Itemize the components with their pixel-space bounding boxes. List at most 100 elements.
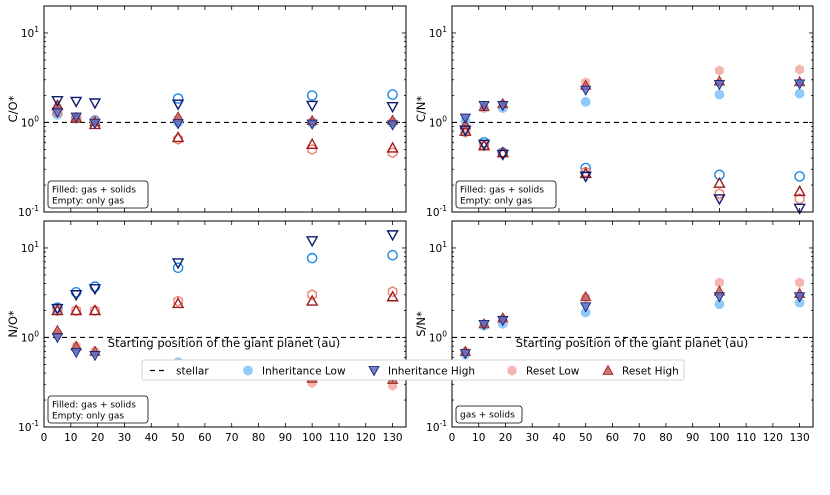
inh-high-empty-point [51,303,64,316]
inh-high-empty-point [386,102,399,114]
y-tick-label: 10-1 [18,419,39,434]
inh-high-filled-point [713,80,726,91]
inh-low-empty-point [794,171,805,182]
reset-low-filled-point [714,65,724,76]
annotation-box [47,180,149,209]
inh-high-filled-point [386,120,399,131]
inh-high-empty-point [496,149,509,161]
x-tick-label: 100 [709,432,729,444]
inh-high-empty-point [69,96,83,108]
inh-high-filled-point [793,79,806,90]
legend-item-inheritance-high: Inheritance High [368,366,475,378]
legend-item-reset-low: Reset Low [507,365,580,378]
x-tick-label: 20 [91,432,104,444]
x-tick-label: 80 [252,432,265,444]
x-tick-label: 110 [329,432,349,444]
legend-item-reset-high: Reset High [602,364,679,378]
x-tick-label: 120 [763,432,783,444]
inh-high-empty-point [305,100,319,112]
annotation-box [47,395,149,424]
x-tick-label: 30 [118,432,131,444]
legend-inh-high-symbol [368,366,380,377]
plot-frame [43,5,407,213]
annotation-box [455,405,523,424]
reset-high-empty-point [386,290,399,302]
x-tick-label: 130 [790,432,810,444]
legend-inheritance-low-label: Inheritance Low [262,366,346,378]
panel-top-right: 10-1 100 101 C/N* Filled: gas + solidsEmpty:… [414,5,814,219]
legend-item-stellar: stellar [150,366,209,378]
inh-high-filled-point [459,349,472,360]
reset-high-empty-point [496,146,509,158]
y-tick-label: 101 [21,25,39,40]
legend-inh-low-symbol [243,365,253,376]
reset-low-empty-point [387,286,398,298]
annotation-text: Empty: only gas [52,197,124,207]
inh-high-empty-point [459,125,472,137]
annotation-box [455,180,557,209]
reset-high-empty-point [305,294,319,306]
x-tick-label: 30 [526,432,539,444]
reset-low-empty-point [52,304,63,317]
x-tick-label: 10 [64,432,77,444]
y-tick-label: 10-1 [426,204,447,219]
legend: stellar Inheritance Low Inheritance High… [141,359,685,381]
x-tick-label: 120 [356,432,376,444]
inh-low-empty-point [306,90,318,101]
x-tick-label: 70 [632,432,645,444]
plot-frame [451,220,814,428]
inh-high-empty-point [171,258,185,270]
legend-reset-high-label: Reset High [622,366,679,378]
inh-low-empty-point [306,252,318,264]
reset-high-empty-point [713,176,726,188]
inh-low-empty-point [172,262,184,274]
reset-low-empty-point [173,133,183,145]
inh-low-empty-point [387,89,398,100]
x-axis-label-left: Starting position of the giant planet (a… [108,336,340,350]
inh-high-filled-point [89,351,101,362]
legend-frame [141,359,685,381]
y-axis-label: N/O* [6,310,20,338]
reset-high-empty-point [171,131,185,143]
x-tick-label: 40 [552,432,565,444]
legend-reset-low-symbol [507,365,517,376]
x-tick-label: 0 [449,432,456,444]
reset-low-filled-point [795,277,805,288]
inh-high-filled-point [70,112,82,123]
plot-frame [451,5,814,213]
legend-inheritance-high-marker [368,366,380,377]
y-tick-label: 100 [429,329,447,344]
inh-low-filled-point [580,96,591,107]
y-axis-label: C/O* [6,95,20,122]
reset-high-empty-point [171,296,185,309]
legend-reset-high-marker [602,364,614,375]
x-axis-label-right: Starting position of the giant planet (a… [516,336,748,350]
annotation-text: Empty: only gas [52,412,124,422]
y-axis-label: S/N* [414,311,428,337]
plot-frame [43,220,407,428]
inh-low-empty-point [172,93,184,104]
legend-stellar-label: stellar [176,366,209,378]
inh-high-empty-point [713,194,726,206]
inh-high-filled-point [306,119,318,130]
reset-high-empty-point [305,137,319,150]
inh-high-empty-point [51,96,64,108]
inh-high-filled-point [70,348,82,359]
annotation-text: Filled: gas + solids [52,401,136,411]
x-tick-label: 80 [659,432,672,444]
legend-inheritance-high-label: Inheritance High [388,366,475,378]
inh-high-empty-point [88,98,102,110]
y-axis-label: C/N* [414,96,428,123]
reset-low-empty-point [173,295,183,307]
x-tick-label: 100 [302,432,322,444]
inh-high-filled-point [478,101,490,112]
reset-low-empty-point [71,304,82,317]
inh-high-filled-point [478,319,490,331]
x-tick-label: 90 [686,432,699,444]
reset-low-empty-point [90,304,100,317]
inh-low-filled-point [794,88,805,99]
annotation-text: gas + solids [460,411,515,421]
reset-low-filled-point [795,64,805,75]
